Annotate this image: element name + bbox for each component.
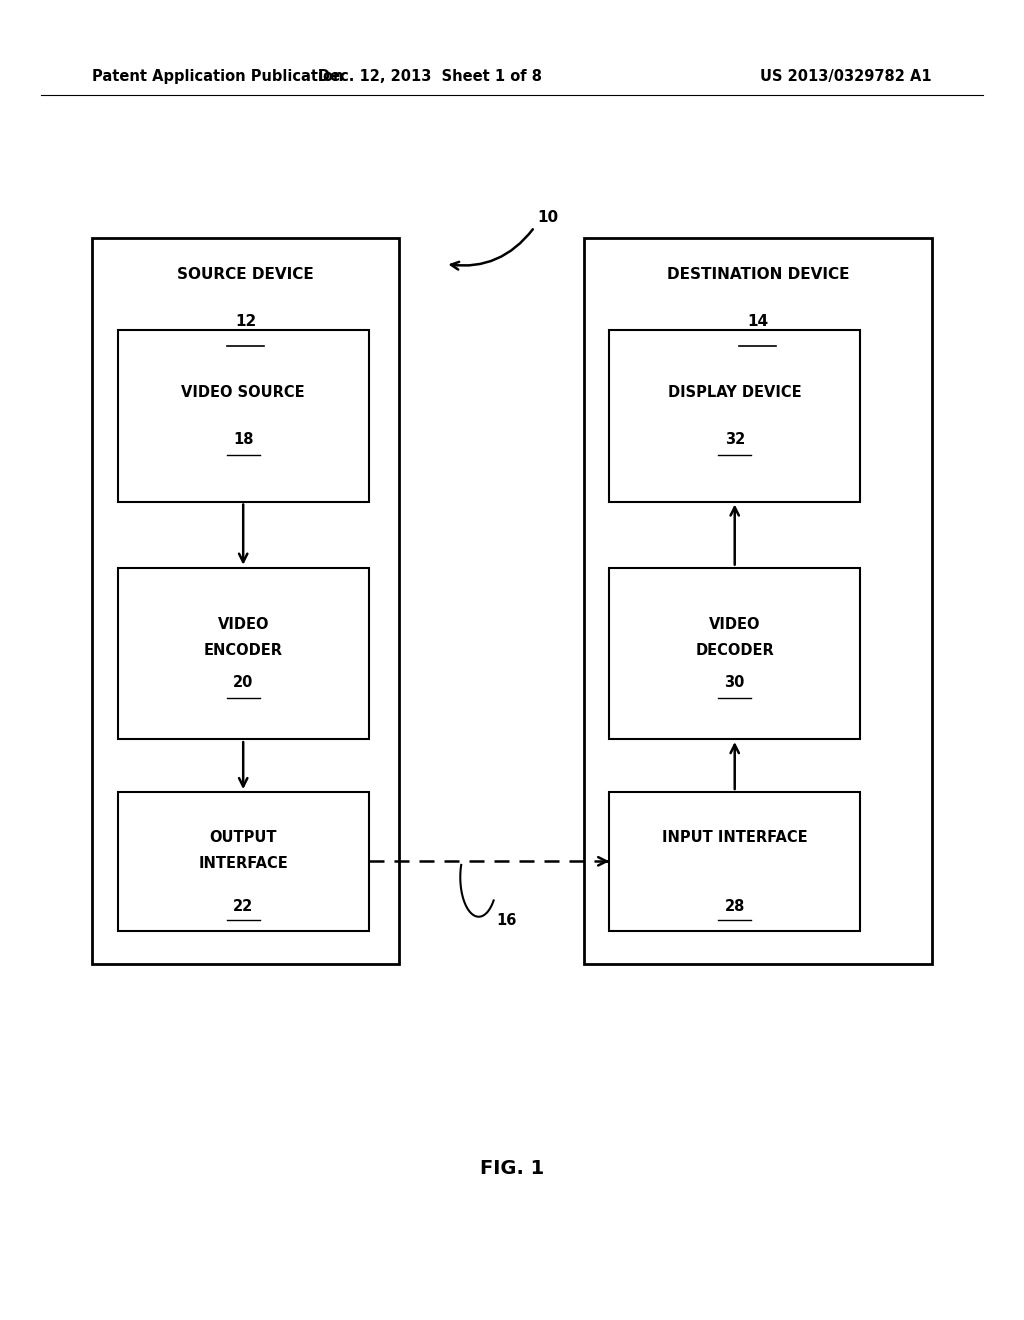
Bar <box>609 792 860 931</box>
Bar <box>584 238 932 964</box>
Text: VIDEO SOURCE: VIDEO SOURCE <box>181 384 305 400</box>
Text: OUTPUT: OUTPUT <box>210 830 276 845</box>
Text: 10: 10 <box>538 210 558 226</box>
Text: 32: 32 <box>725 432 744 447</box>
Text: DESTINATION DEVICE: DESTINATION DEVICE <box>667 267 849 281</box>
Text: 12: 12 <box>236 314 256 329</box>
Text: 22: 22 <box>233 899 253 915</box>
Text: VIDEO: VIDEO <box>217 616 269 632</box>
Bar <box>118 568 369 739</box>
Text: DISPLAY DEVICE: DISPLAY DEVICE <box>668 384 802 400</box>
Bar <box>92 238 399 964</box>
Text: VIDEO: VIDEO <box>709 616 761 632</box>
Text: US 2013/0329782 A1: US 2013/0329782 A1 <box>760 69 932 84</box>
Text: INTERFACE: INTERFACE <box>199 857 288 871</box>
Bar <box>609 568 860 739</box>
Text: DECODER: DECODER <box>695 643 774 659</box>
Text: 30: 30 <box>725 675 744 690</box>
Text: Dec. 12, 2013  Sheet 1 of 8: Dec. 12, 2013 Sheet 1 of 8 <box>318 69 542 84</box>
Bar <box>118 330 369 502</box>
Text: ENCODER: ENCODER <box>204 643 283 659</box>
Text: 16: 16 <box>497 913 516 928</box>
Text: INPUT INTERFACE: INPUT INTERFACE <box>662 830 808 845</box>
Text: 18: 18 <box>232 432 254 447</box>
Text: FIG. 1: FIG. 1 <box>480 1159 544 1177</box>
Bar <box>118 792 369 931</box>
Text: SOURCE DEVICE: SOURCE DEVICE <box>177 267 314 281</box>
Text: 20: 20 <box>233 675 253 690</box>
Text: 14: 14 <box>748 314 768 329</box>
Text: 28: 28 <box>725 899 744 915</box>
Bar <box>609 330 860 502</box>
Text: Patent Application Publication: Patent Application Publication <box>92 69 344 84</box>
